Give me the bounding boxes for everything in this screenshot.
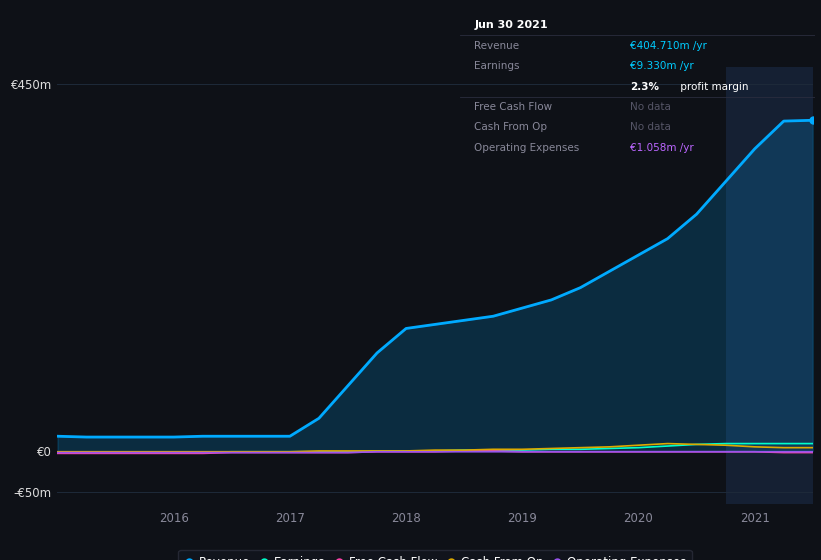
Text: No data: No data (631, 122, 672, 132)
Text: No data: No data (631, 102, 672, 112)
Legend: Revenue, Earnings, Free Cash Flow, Cash From Op, Operating Expenses: Revenue, Earnings, Free Cash Flow, Cash … (178, 550, 692, 560)
Text: Revenue: Revenue (475, 41, 520, 50)
Text: Cash From Op: Cash From Op (475, 122, 548, 132)
Text: Jun 30 2021: Jun 30 2021 (475, 20, 548, 30)
Text: 2.3%: 2.3% (631, 82, 659, 91)
Text: €1.058m /yr: €1.058m /yr (631, 143, 694, 153)
Text: Earnings: Earnings (475, 61, 520, 71)
Text: profit margin: profit margin (677, 82, 748, 91)
Text: €9.330m /yr: €9.330m /yr (631, 61, 694, 71)
Text: €404.710m /yr: €404.710m /yr (631, 41, 707, 50)
Text: Free Cash Flow: Free Cash Flow (475, 102, 553, 112)
Bar (726, 67, 819, 504)
Text: Operating Expenses: Operating Expenses (475, 143, 580, 153)
